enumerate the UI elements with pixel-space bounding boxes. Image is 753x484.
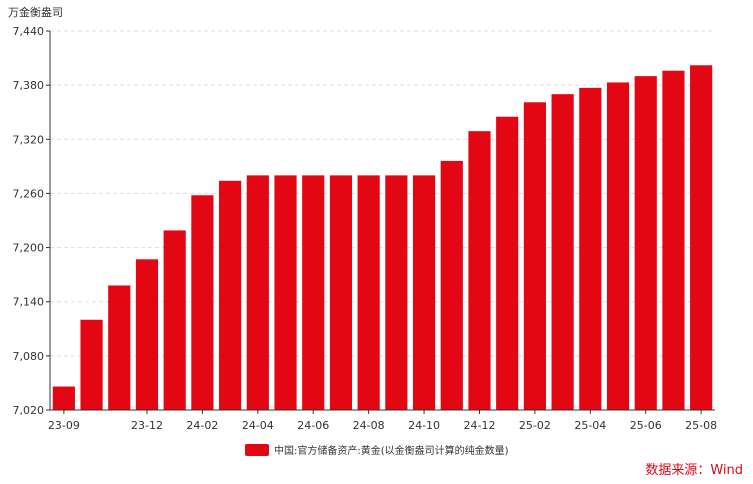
x-tick-label: 25-06	[630, 419, 662, 432]
y-tick-labels: 7,020 7,080 7,140 7,200 7,260 7,320 7,380 7,440	[13, 25, 45, 417]
x-tick-label: 24-04	[242, 419, 274, 432]
bar[interactable]	[163, 230, 186, 410]
bar[interactable]	[274, 175, 297, 410]
x-tick-label: 24-02	[186, 419, 218, 432]
x-tick-label: 24-10	[408, 419, 440, 432]
gridlines	[50, 30, 715, 357]
x-tick-labels: 23-09 23-12 24-02 24-04 24-06 24-08 24-10 24-12…	[48, 419, 717, 432]
bar[interactable]	[606, 82, 630, 410]
y-tick-label: 7,320	[13, 133, 45, 146]
bar[interactable]	[662, 70, 685, 410]
y-tick-label: 7,080	[13, 350, 45, 363]
bar[interactable]	[357, 175, 380, 410]
x-tick-label: 25-04	[574, 419, 606, 432]
y-axis-unit-label: 万金衡盎司	[8, 5, 63, 19]
bar[interactable]	[108, 285, 131, 410]
bar[interactable]	[191, 195, 214, 410]
x-tick-label: 25-02	[519, 419, 551, 432]
bar[interactable]	[412, 175, 436, 410]
bars	[52, 65, 713, 411]
bar[interactable]	[329, 175, 353, 410]
legend[interactable]: 中国:官方储备资产:黄金(以金衡盎司计算的纯金数量)	[245, 444, 509, 457]
bar[interactable]	[690, 65, 713, 411]
y-tick-label: 7,380	[13, 79, 45, 92]
bar[interactable]	[551, 94, 574, 411]
source-note: 数据来源：Wind	[645, 463, 743, 478]
bar[interactable]	[440, 160, 463, 410]
bar[interactable]	[496, 116, 519, 410]
bar[interactable]	[135, 259, 159, 410]
bar[interactable]	[634, 76, 657, 410]
x-tick-label: 23-12	[131, 419, 163, 432]
y-tick-label: 7,020	[13, 404, 45, 417]
bar[interactable]	[468, 131, 491, 410]
x-tick-label: 23-09	[48, 419, 80, 432]
bar[interactable]	[246, 175, 269, 410]
legend-label: 中国:官方储备资产:黄金(以金衡盎司计算的纯金数量)	[274, 444, 509, 457]
x-tick-label: 24-08	[353, 419, 385, 432]
bar[interactable]	[80, 319, 103, 410]
y-tick-label: 7,140	[13, 296, 45, 309]
y-tick-label: 7,440	[13, 25, 45, 38]
legend-swatch	[245, 444, 269, 456]
bar[interactable]	[579, 87, 602, 410]
x-tick-label: 24-12	[463, 419, 495, 432]
bar[interactable]	[302, 175, 325, 410]
bar[interactable]	[219, 180, 242, 410]
x-tick-label: 24-06	[297, 419, 329, 432]
y-tick-label: 7,200	[13, 242, 45, 255]
axes	[46, 30, 715, 414]
bar[interactable]	[52, 386, 75, 410]
bar[interactable]	[385, 175, 408, 410]
x-tick-label: 25-08	[685, 419, 717, 432]
bar[interactable]	[523, 102, 546, 411]
y-tick-label: 7,260	[13, 187, 45, 200]
